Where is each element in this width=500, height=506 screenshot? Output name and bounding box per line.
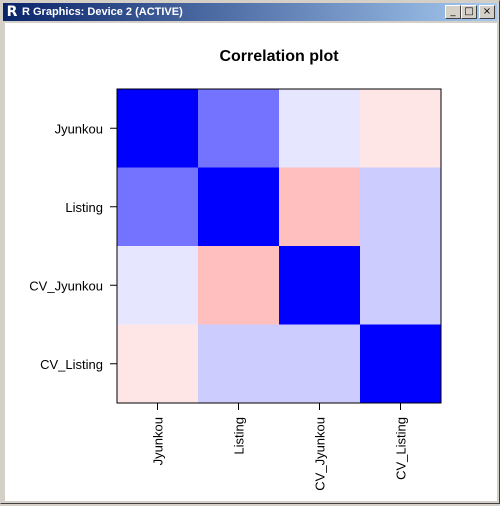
heatmap-cell-2-0 (117, 246, 199, 325)
heatmap-cell-2-3 (360, 246, 442, 325)
x-tick-label-1: Listing (232, 417, 247, 455)
heatmap-cell-1-0 (117, 167, 199, 247)
heatmap-cell-0-2 (279, 89, 361, 168)
heatmap-cell-0-0 (117, 89, 199, 168)
x-tick-label-0: Jyunkou (151, 417, 166, 465)
x-tick-label-3: CV_Listing (394, 417, 409, 480)
minimize-button[interactable]: _ (445, 5, 461, 19)
window-title: R Graphics: Device 2 (ACTIVE) (22, 6, 183, 18)
heatmap-cell-2-2 (279, 246, 361, 325)
chart-title: Correlation plot (219, 48, 339, 65)
heatmap-cell-1-2 (279, 167, 361, 247)
close-button[interactable]: × (479, 5, 495, 19)
y-tick-label-3: CV_Listing (40, 357, 103, 372)
heatmap-cell-1-3 (360, 167, 442, 247)
plot-canvas: Correlation plot Jyunkou Listing CV_Jyunko… (5, 23, 497, 501)
heatmap-cell-0-1 (198, 89, 280, 168)
heatmap-cell-3-3 (360, 324, 442, 404)
heatmap-cell-3-1 (198, 324, 280, 404)
heatmap-cell-2-1 (198, 246, 280, 325)
heatmap-cell-0-3 (360, 89, 442, 168)
heatmap-cell-3-0 (117, 324, 199, 404)
title-bar[interactable]: R R Graphics: Device 2 (ACTIVE) _ □ × (3, 3, 497, 21)
r-app-icon: R (6, 4, 18, 20)
y-tick-label-0: Jyunkou (55, 121, 103, 136)
y-tick-label-2: CV_Jyunkou (29, 278, 103, 293)
plot-border (116, 88, 442, 404)
heatmap-cell-1-1 (198, 167, 280, 247)
maximize-button[interactable]: □ (461, 5, 477, 19)
correlation-heatmap: Correlation plot Jyunkou Listing CV_Jyunko… (29, 48, 442, 491)
heatmap-cell-3-2 (279, 324, 361, 404)
y-tick-label-1: Listing (65, 200, 103, 215)
x-tick-label-2: CV_Jyunkou (313, 417, 328, 491)
